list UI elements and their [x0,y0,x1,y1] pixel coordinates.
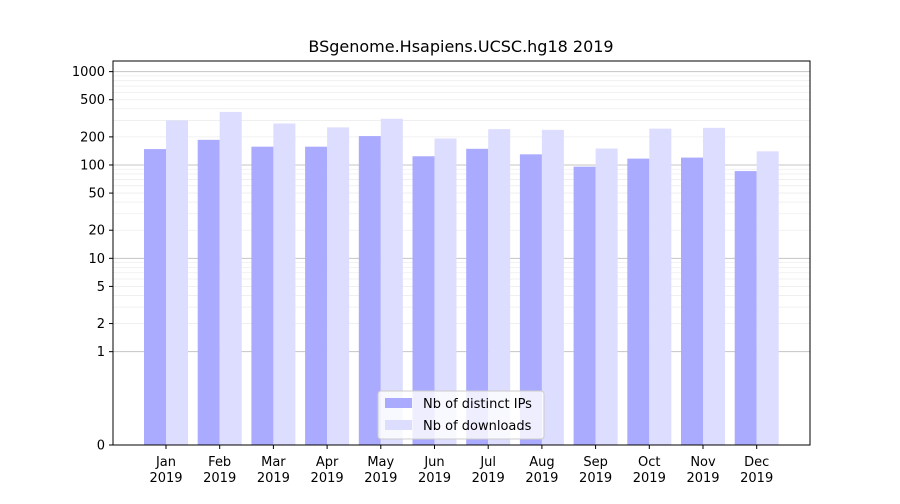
legend-frame [377,390,545,440]
x-tick-label: Apr [316,455,339,470]
x-tick-label: Sep [583,455,608,470]
x-tick-label: 2019 [203,471,236,486]
x-tick-label: 2019 [740,471,773,486]
bar-distinct-ips [412,156,435,445]
bar-downloads [434,138,457,445]
y-tick-label: 100 [80,158,105,173]
y-tick-label: 1000 [72,65,105,80]
x-tick-label: 2019 [633,471,666,486]
legend-swatch-downloads [385,420,412,430]
y-tick-label: 5 [97,280,105,295]
x-tick-label: Nov [690,455,716,470]
bar-distinct-ips [519,154,542,445]
bar-distinct-ips [251,146,274,445]
y-tick-label: 10 [88,252,105,267]
x-tick-label: Dec [744,455,769,470]
legend-swatch-distinct-ips [385,398,412,408]
y-tick-label: 20 [88,224,105,239]
x-tick-label: May [367,455,394,470]
bar-distinct-ips [734,171,757,445]
y-tick-label: 1 [97,345,105,360]
x-tick-label: Jul [479,455,496,470]
bar-distinct-ips [305,146,328,445]
bar-distinct-ips [681,157,703,446]
y-tick-label: 50 [88,187,105,202]
y-tick-label: 2 [97,317,105,332]
bar-distinct-ips [466,148,489,446]
legend: Nb of distinct IPs Nb of downloads [377,390,545,440]
chart-title: BSgenome.Hsapiens.UCSC.hg18 2019 [308,37,613,56]
x-tick-label: Feb [208,455,231,470]
x-tick-label: 2019 [579,471,612,486]
bar-downloads [703,127,725,445]
bar-downloads [380,118,403,445]
x-tick-label: Jan [155,455,176,470]
x-tick-label: 2019 [525,471,558,486]
y-tick-label: 200 [80,130,105,145]
bar-downloads [273,123,296,446]
bar-distinct-ips [197,139,220,445]
x-tick-label: Mar [261,455,286,470]
bar-distinct-ips [573,166,596,445]
x-tick-label: 2019 [311,471,344,486]
x-tick-label: Aug [529,455,554,470]
y-tick-label: 500 [80,93,105,108]
plot-frame [112,60,811,446]
bar-downloads [541,129,564,445]
bar-distinct-ips [627,158,650,445]
bar-distinct-ips [144,149,166,445]
x-tick-label: 2019 [418,471,451,486]
bar-downloads [166,120,188,445]
bars-layer [144,111,779,446]
bar-downloads [327,127,350,445]
x-tick-label: 2019 [364,471,397,486]
x-tick-label: 2019 [257,471,290,486]
x-tick-label: Oct [638,455,660,470]
bar-downloads [219,111,242,445]
bar-downloads [595,148,618,445]
bar-downloads [756,151,779,445]
x-tick-label: 2019 [472,471,505,486]
y-tick-label: 0 [97,439,105,454]
bar-distinct-ips [358,136,381,445]
legend-label-distinct-ips: Nb of distinct IPs [423,397,532,412]
x-tick-label: Jun [423,455,444,470]
bar-downloads [649,128,672,446]
legend-label-downloads: Nb of downloads [423,419,532,434]
bar-downloads [488,129,511,446]
x-tick-label: 2019 [686,471,719,486]
axes-layer: Jan2019Feb2019Mar2019Apr2019May2019Jun20… [72,60,811,486]
x-tick-label: 2019 [149,471,182,486]
